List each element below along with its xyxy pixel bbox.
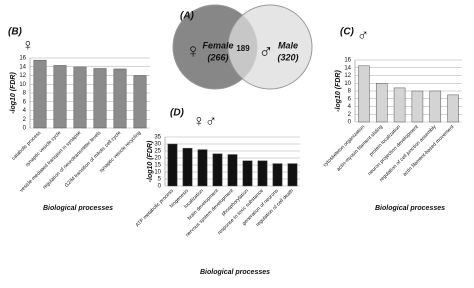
- bar: [53, 65, 67, 129]
- set-circle: [227, 4, 313, 90]
- bar: [113, 68, 127, 129]
- panel-label: (A): [180, 11, 195, 22]
- y-tick-label: 6: [348, 96, 352, 102]
- gender-symbol: ♀: [186, 40, 201, 62]
- bar: [257, 160, 268, 187]
- y-tick-label: 8: [23, 91, 27, 97]
- bar: [167, 143, 178, 187]
- y-axis-title: -log10 (FDR): [147, 140, 154, 182]
- intersection-size: 189: [236, 44, 250, 53]
- x-axis-title: Biological processes: [375, 205, 445, 212]
- y-tick-label: 16: [344, 58, 351, 64]
- panel-label: (D): [170, 108, 185, 119]
- y-tick-label: 20: [154, 156, 161, 162]
- gender-symbol: ♀♂: [193, 113, 217, 130]
- bar: [73, 66, 87, 129]
- y-tick-label: 6: [23, 99, 27, 105]
- y-tick-label: 12: [344, 73, 351, 79]
- bar: [287, 163, 298, 187]
- bar: [197, 149, 208, 187]
- bar: [93, 68, 107, 129]
- bar: [411, 90, 424, 123]
- y-tick-label: 10: [154, 170, 161, 176]
- y-axis-title: -log10 (FDR): [10, 72, 17, 114]
- x-axis-title: Biological processes: [200, 269, 270, 276]
- bar: [242, 160, 253, 187]
- panel-label: (B): [8, 27, 23, 38]
- y-tick-label: 30: [154, 142, 161, 148]
- y-tick-label: 10: [19, 82, 26, 88]
- set-size: (320): [277, 52, 298, 62]
- y-tick-label: 35: [154, 135, 161, 141]
- y-tick-label: 0: [23, 126, 27, 132]
- bar: [272, 163, 283, 187]
- y-tick-label: 0: [158, 184, 162, 190]
- x-tick-label: synaptic vesicle cycle: [24, 130, 62, 168]
- x-tick-label: ATP metabolic process: [135, 188, 176, 229]
- x-tick-label: synaptic vesicle recycling: [98, 130, 142, 174]
- gender-symbol: ♂: [259, 40, 274, 62]
- y-tick-label: 8: [348, 89, 352, 95]
- bar: [375, 83, 388, 123]
- x-tick-label: protein localization: [368, 124, 402, 158]
- set-size: (266): [207, 52, 228, 62]
- bar: [212, 153, 223, 187]
- x-axis-title: Biological processes: [43, 205, 113, 212]
- y-tick-label: 25: [154, 149, 161, 155]
- bar: [133, 75, 147, 129]
- y-tick-label: 2: [348, 112, 352, 118]
- y-tick-label: 5: [158, 177, 162, 183]
- bar: [393, 87, 406, 123]
- y-tick-label: 10: [344, 81, 351, 87]
- y-tick-label: 2: [23, 117, 27, 123]
- set-name: Male: [278, 40, 298, 50]
- y-tick-label: 16: [19, 56, 26, 62]
- y-tick-label: 14: [344, 65, 351, 71]
- y-tick-label: 4: [348, 104, 352, 110]
- bar: [447, 94, 459, 123]
- panel-label: (C): [340, 27, 355, 38]
- bar: [182, 147, 193, 187]
- bar: [227, 154, 238, 187]
- gender-symbol: ♂: [357, 27, 369, 44]
- y-tick-label: 12: [19, 73, 26, 79]
- y-tick-label: 4: [23, 108, 27, 114]
- gender-symbol: ♀: [22, 37, 34, 54]
- y-axis-title: -log10 (FDR): [335, 70, 342, 112]
- y-tick-label: 0: [348, 120, 352, 126]
- bar: [429, 90, 442, 123]
- set-name: Female: [202, 40, 233, 50]
- bar: [33, 59, 47, 129]
- y-tick-label: 14: [19, 64, 26, 70]
- bar: [358, 65, 370, 123]
- y-tick-label: 15: [154, 163, 161, 169]
